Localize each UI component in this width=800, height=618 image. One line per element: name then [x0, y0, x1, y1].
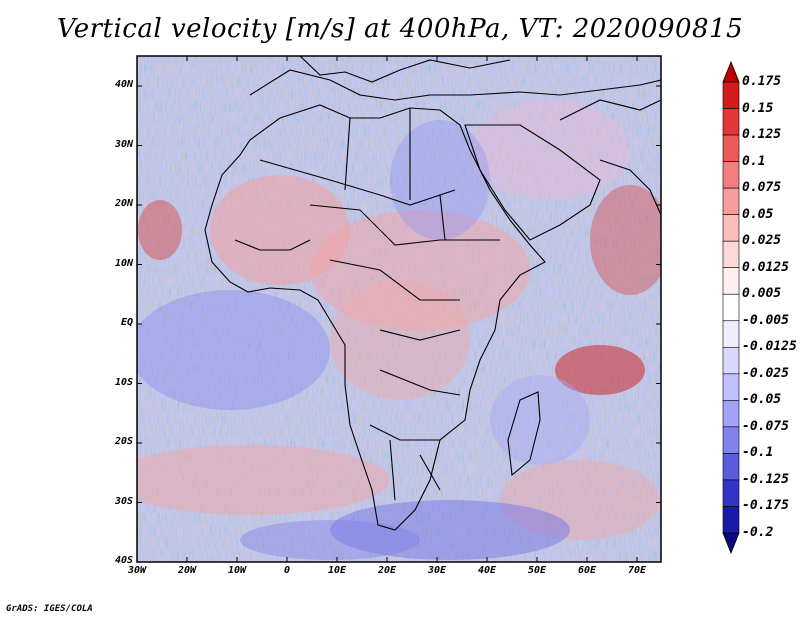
- colorbar-label: 0.175: [742, 74, 782, 89]
- colorbar-swatch: [722, 506, 740, 534]
- velocity-field: [137, 56, 661, 562]
- colorbar-label: 0.125: [742, 127, 782, 143]
- colorbar-swatch: [722, 81, 740, 109]
- lat-label: 40N: [114, 79, 133, 90]
- lat-label: 20N: [114, 198, 133, 209]
- lon-label: 40E: [477, 565, 497, 576]
- map-title: Vertical velocity [m/s] at 400hPa, VT: 2…: [56, 14, 744, 44]
- lon-label: 0: [283, 565, 291, 576]
- colorbar-cap-bottom: [722, 532, 740, 555]
- colorbar-swatch: [722, 214, 740, 242]
- coastlines: [204, 56, 661, 531]
- colorbar-swatch: [722, 161, 740, 189]
- lat-label: 40S: [114, 555, 133, 566]
- colorbar-swatch: [722, 240, 740, 269]
- colorbar-label: -0.075: [742, 418, 789, 434]
- colorbar-label: -0.2: [742, 525, 774, 540]
- colorbar-swatch: [722, 134, 740, 162]
- colorbar-label: 0.15: [742, 100, 774, 116]
- colorbar-label: -0.125: [742, 471, 789, 487]
- lon-label: 30W: [127, 565, 147, 576]
- colorbar-label: -0.175: [742, 498, 789, 514]
- credit-footer: GrADS: IGES/COLA: [6, 604, 93, 614]
- colorbar-label: -0.0125: [742, 339, 797, 355]
- colorbar-swatch: [722, 267, 740, 295]
- colorbar-label: -0.005: [742, 312, 789, 328]
- axis-ticks: [136, 56, 661, 563]
- lat-label: 30N: [114, 138, 133, 150]
- lat-label: 10S: [114, 376, 133, 388]
- colorbar-label: 0.1: [742, 153, 766, 169]
- colorbar-label: 0.0125: [742, 259, 789, 275]
- colorbar: [722, 60, 740, 555]
- lon-label: 60E: [577, 565, 597, 576]
- lon-label: 70E: [627, 565, 647, 576]
- colorbar-swatch: [722, 479, 740, 507]
- colorbar-swatch: [722, 108, 740, 136]
- lon-label: 10W: [227, 565, 247, 576]
- lat-label: EQ: [120, 317, 133, 328]
- colorbar-label: 0.005: [742, 286, 782, 302]
- colorbar-label: 0.075: [742, 180, 782, 196]
- lon-label: 20E: [377, 565, 397, 576]
- colorbar-label: -0.025: [742, 365, 789, 381]
- colorbar-label: -0.05: [742, 392, 782, 408]
- colorbar-swatch: [722, 453, 740, 481]
- lon-label: 50E: [527, 565, 547, 576]
- lat-label: 30S: [114, 495, 133, 507]
- map-frame: [136, 55, 662, 563]
- colorbar-swatch: [722, 320, 740, 348]
- lon-label: 10E: [327, 565, 347, 576]
- colorbar-swatch: [722, 373, 740, 401]
- colorbar-swatch: [722, 400, 740, 428]
- colorbar-label: 0.025: [742, 233, 782, 249]
- colorbar-label: 0.05: [742, 206, 774, 222]
- colorbar-label: -0.1: [742, 445, 774, 461]
- lon-label: 30E: [427, 565, 447, 576]
- colorbar-cap-top: [722, 60, 740, 83]
- lon-label: 20W: [177, 565, 197, 576]
- lat-label: 20S: [114, 436, 133, 447]
- colorbar-swatch: [722, 293, 740, 322]
- colorbar-swatch: [722, 426, 740, 454]
- colorbar-swatch: [722, 187, 740, 215]
- lat-label: 10N: [114, 257, 133, 269]
- colorbar-swatch: [722, 346, 740, 375]
